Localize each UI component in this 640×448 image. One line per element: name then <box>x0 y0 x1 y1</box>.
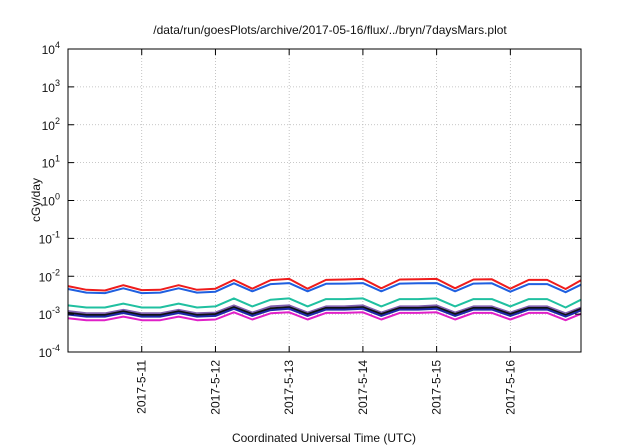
series-lines <box>67 277 582 322</box>
series-line-7 <box>67 311 582 322</box>
series-line-1 <box>67 277 582 292</box>
y-tick-label: 10-2 <box>39 267 60 284</box>
y-tick-label: 104 <box>42 40 60 57</box>
grid-lines <box>68 49 581 352</box>
x-tick-label: 2017-5-11 <box>135 360 149 414</box>
y-tick-label: 10-4 <box>39 343 60 360</box>
series-line-5 <box>67 306 582 316</box>
y-tick-label: 102 <box>42 116 60 133</box>
x-tick-label: 2017-5-15 <box>430 360 444 415</box>
y-tick-label: 103 <box>42 78 60 95</box>
y-axis-ticks: 10-4 10-3 10-2 10-1 100 101 102 103 104 <box>39 40 581 360</box>
y-axis-label: cGy/day <box>29 178 43 222</box>
x-tick-label: 2017-5-13 <box>282 360 296 415</box>
y-tick-label: 100 <box>42 192 60 209</box>
x-tick-label: 2017-5-16 <box>503 360 517 415</box>
y-tick-label: 101 <box>42 154 60 171</box>
x-tick-label: 2017-5-12 <box>208 360 222 415</box>
series-line-2 <box>67 282 582 295</box>
series-line-6 <box>67 307 582 318</box>
chart-title: /data/run/goesPlots/archive/2017-05-16/f… <box>153 23 507 37</box>
y-tick-label: 10-1 <box>39 229 60 246</box>
series-line-3 <box>67 297 582 309</box>
x-axis-ticks: 2017-5-11 2017-5-12 2017-5-13 2017-5-14 2017… <box>135 49 517 415</box>
x-axis-label: Coordinated Universal Time (UTC) <box>232 431 416 445</box>
series-line-4 <box>67 304 582 315</box>
y-tick-label: 10-3 <box>39 305 60 322</box>
x-tick-label: 2017-5-14 <box>356 360 370 415</box>
